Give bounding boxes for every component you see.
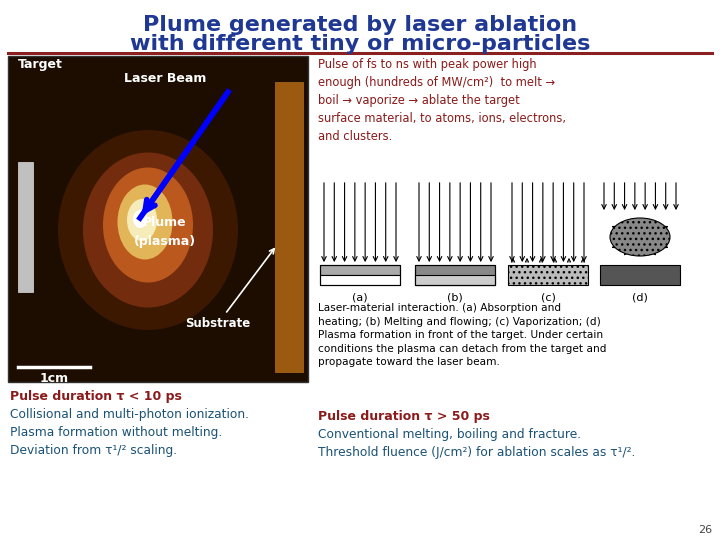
Text: Laser-material interaction. (a) Absorption and
heating; (b) Melting and flowing;: Laser-material interaction. (a) Absorpti… [318,303,606,367]
Text: Threshold fluence (J/cm²) for ablation scales as τ¹/².: Threshold fluence (J/cm²) for ablation s… [318,446,635,459]
Text: 26: 26 [698,525,712,535]
Text: Conventional melting, boiling and fracture.: Conventional melting, boiling and fractu… [318,428,581,441]
Bar [8,56,308,382]
Ellipse shape [133,210,147,228]
Bar [275,82,303,372]
Text: Deviation from τ¹/² scaling.: Deviation from τ¹/² scaling. [10,444,177,457]
Ellipse shape [117,185,173,260]
Text: (d): (d) [632,292,648,302]
Bar [320,265,400,275]
Text: Substrate: Substrate [185,249,274,330]
Bar [415,265,495,285]
Text: (b): (b) [447,292,463,302]
Ellipse shape [58,130,238,330]
Text: Pulse duration τ < 10 ps: Pulse duration τ < 10 ps [10,390,182,403]
Bar [18,162,33,292]
Bar [415,275,495,285]
Text: Pulse of fs to ns with peak power high
enough (hundreds of MW/cm²)  to melt →
bo: Pulse of fs to ns with peak power high e… [318,58,566,143]
Bar [415,265,495,285]
Text: Pulse duration τ > 50 ps: Pulse duration τ > 50 ps [318,410,490,423]
Bar [320,275,400,285]
Text: Collisional and multi-photon ionization.: Collisional and multi-photon ionization. [10,408,249,421]
Bar [320,265,400,285]
Text: with different tiny or micro-particles: with different tiny or micro-particles [130,34,590,54]
Text: Plume
(plasma): Plume (plasma) [134,217,196,247]
Ellipse shape [103,167,193,282]
Text: Plasma formation without melting.: Plasma formation without melting. [10,426,222,439]
Text: Plume generated by laser ablation: Plume generated by laser ablation [143,15,577,35]
Bar [508,265,588,285]
Ellipse shape [610,218,670,256]
Ellipse shape [127,199,157,241]
Text: Laser Beam: Laser Beam [124,72,206,85]
Text: 1cm: 1cm [40,372,68,385]
Text: Target: Target [18,58,63,71]
Text: (c): (c) [541,292,555,302]
Bar [600,265,680,285]
Text: (a): (a) [352,292,368,302]
Ellipse shape [83,152,213,307]
